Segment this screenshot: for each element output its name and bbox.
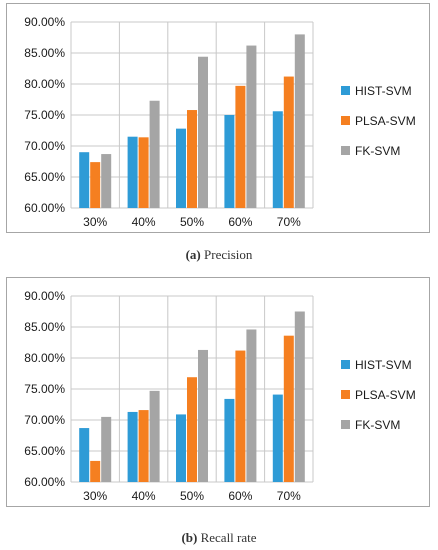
- bar-hist-svm: [127, 136, 138, 208]
- x-tick-label: 30%: [83, 489, 107, 503]
- caption-precision: (a) Precision: [0, 247, 438, 263]
- bar-hist-svm: [79, 152, 90, 208]
- bar-hist-svm: [79, 428, 90, 482]
- bar-fk-svm: [101, 416, 112, 482]
- legend-swatch: [341, 146, 350, 155]
- y-tick-label: 75.00%: [24, 108, 65, 122]
- legend-label: HIST-SVM: [355, 358, 412, 372]
- bar-hist-svm: [127, 411, 138, 482]
- x-tick-label: 70%: [277, 215, 301, 229]
- y-tick-label: 80.00%: [24, 77, 65, 91]
- legend-label: PLSA-SVM: [355, 388, 416, 402]
- bar-plsa-svm: [235, 350, 246, 482]
- x-tick-label: 40%: [132, 215, 156, 229]
- bar-plsa-svm: [235, 85, 246, 208]
- legend-swatch: [341, 86, 350, 95]
- bar-plsa-svm: [138, 410, 149, 482]
- x-tick-label: 60%: [228, 489, 252, 503]
- x-tick-label: 70%: [277, 489, 301, 503]
- legend-label: FK-SVM: [355, 418, 400, 432]
- x-tick-label: 60%: [228, 215, 252, 229]
- legend-label: HIST-SVM: [355, 84, 412, 98]
- bar-hist-svm: [176, 414, 186, 482]
- bar-fk-svm: [101, 154, 112, 208]
- y-tick-label: 70.00%: [24, 139, 65, 153]
- bar-plsa-svm: [138, 137, 149, 208]
- y-tick-label: 90.00%: [24, 15, 65, 29]
- y-tick-label: 60.00%: [24, 201, 65, 215]
- chart-recall: 60.00% 65.00% 70.00% 75.00% 80.00% 85.00% 90.0…: [24, 289, 416, 503]
- x-tick-label: 30%: [83, 215, 107, 229]
- legend-label: PLSA-SVM: [355, 114, 416, 128]
- x-tick-label: 50%: [180, 489, 204, 503]
- bar-hist-svm: [272, 111, 283, 208]
- bar-fk-svm: [149, 100, 160, 208]
- bar-fk-svm: [149, 390, 160, 482]
- y-tick-label: 75.00%: [24, 382, 65, 396]
- bar-plsa-svm: [90, 162, 101, 208]
- y-tick-label: 60.00%: [24, 475, 65, 489]
- caption-recall: (b) Recall rate: [0, 530, 438, 546]
- caption-text: Recall rate: [200, 530, 257, 545]
- bar-fk-svm: [294, 34, 305, 209]
- bar-fk-svm: [198, 349, 208, 482]
- y-tick-label: 80.00%: [24, 351, 65, 365]
- caption-letter: (b): [181, 530, 198, 545]
- bar-hist-svm: [272, 394, 283, 482]
- legend-label: FK-SVM: [355, 144, 400, 158]
- y-tick-label: 85.00%: [24, 320, 65, 334]
- bar-plsa-svm: [283, 76, 294, 208]
- bar-plsa-svm: [187, 377, 197, 482]
- legend-swatch: [341, 420, 350, 429]
- legend-swatch: [341, 116, 350, 125]
- bar-hist-svm: [176, 128, 186, 208]
- legend-swatch: [341, 360, 350, 369]
- legend-swatch: [341, 390, 350, 399]
- y-tick-label: 85.00%: [24, 46, 65, 60]
- bar-fk-svm: [198, 56, 208, 208]
- bar-fk-svm: [246, 329, 257, 482]
- x-tick-label: 40%: [132, 489, 156, 503]
- bar-fk-svm: [246, 45, 257, 209]
- bar-plsa-svm: [187, 110, 197, 208]
- chart-precision: 60.00% 65.00% 70.00% 75.00% 80.00% 85.00% 90.0…: [24, 15, 416, 229]
- y-tick-label: 70.00%: [24, 413, 65, 427]
- x-tick-label: 50%: [180, 215, 204, 229]
- chart-panel-precision: 60.00% 65.00% 70.00% 75.00% 80.00% 85.00% 90.0…: [6, 3, 430, 233]
- y-tick-label: 65.00%: [24, 170, 65, 184]
- chart-panel-recall: 60.00% 65.00% 70.00% 75.00% 80.00% 85.00% 90.0…: [6, 277, 430, 507]
- y-tick-label: 90.00%: [24, 289, 65, 303]
- bar-plsa-svm: [283, 335, 294, 482]
- caption-letter: (a): [185, 247, 201, 262]
- bar-hist-svm: [224, 398, 235, 482]
- bar-hist-svm: [224, 115, 235, 208]
- y-tick-label: 65.00%: [24, 444, 65, 458]
- bar-fk-svm: [294, 311, 305, 482]
- caption-text: Precision: [204, 247, 253, 262]
- bar-plsa-svm: [90, 460, 101, 482]
